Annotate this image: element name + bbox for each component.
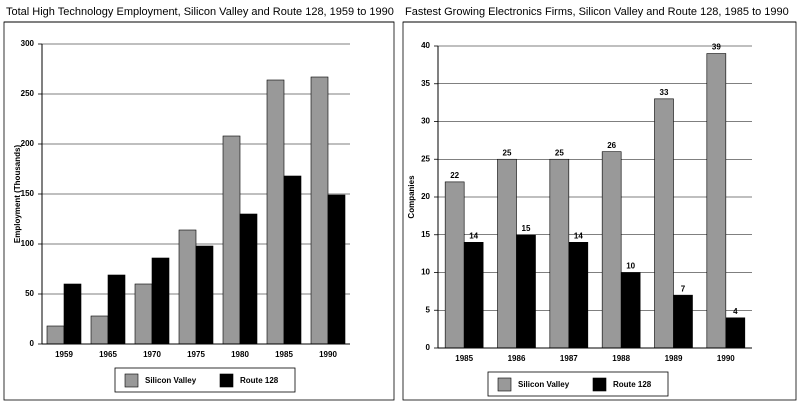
bar [327, 194, 346, 345]
value-label: 22 [450, 171, 459, 180]
bar [283, 175, 302, 345]
x-tick-label: 1988 [612, 354, 630, 363]
value-label: 7 [681, 284, 686, 293]
x-tick-label: 1985 [275, 350, 293, 359]
x-tick-label: 1985 [455, 354, 473, 363]
legend-swatch [124, 373, 139, 388]
value-label: 39 [712, 43, 721, 52]
y-tick-label: 30 [421, 117, 430, 126]
chart-title: Fastest Growing Electronics Firms, Silic… [405, 6, 789, 18]
y-tick-label: 50 [25, 289, 34, 298]
y-tick-label: 10 [421, 268, 430, 277]
x-tick-label: 1980 [231, 350, 249, 359]
legend-swatch [497, 377, 512, 392]
y-tick-label: 0 [426, 343, 431, 352]
y-axis-label: Companies [407, 175, 416, 219]
value-label: 26 [607, 141, 616, 150]
x-tick-label: 1959 [55, 350, 73, 359]
legend-label: Silicon Valley [518, 380, 570, 389]
x-tick-label: 1990 [319, 350, 337, 359]
x-tick-label: 1986 [508, 354, 526, 363]
x-tick-label: 1965 [99, 350, 117, 359]
value-label: 25 [555, 148, 564, 157]
chart-title: Total High Technology Employment, Silico… [6, 6, 394, 18]
bar [601, 151, 622, 349]
legend-label: Route 128 [613, 380, 652, 389]
bar [134, 283, 153, 345]
y-tick-label: 15 [421, 230, 430, 239]
y-tick-label: 200 [21, 139, 35, 148]
value-label: 10 [626, 262, 635, 271]
bar [654, 98, 674, 349]
bar [178, 229, 197, 345]
bar [222, 135, 241, 345]
value-label: 4 [733, 307, 738, 316]
bar [151, 257, 170, 345]
y-tick-label: 20 [421, 192, 430, 201]
y-tick-label: 300 [21, 39, 35, 48]
legend-swatch [592, 377, 607, 392]
y-tick-label: 5 [426, 305, 431, 314]
bar [195, 245, 214, 345]
y-tick-label: 250 [21, 89, 35, 98]
bar [549, 158, 570, 349]
x-tick-label: 1989 [665, 354, 683, 363]
bar [620, 272, 641, 349]
bar [63, 283, 82, 345]
bar [497, 158, 517, 349]
y-tick-label: 35 [421, 79, 430, 88]
y-tick-label: 100 [21, 239, 35, 248]
value-label: 25 [503, 148, 512, 157]
value-label: 15 [522, 224, 531, 233]
bar [706, 53, 727, 349]
y-tick-label: 25 [421, 154, 430, 163]
legend-frame [114, 367, 296, 393]
legend-frame [487, 371, 669, 397]
bar [310, 76, 329, 345]
y-tick-label: 150 [21, 189, 35, 198]
legend-label: Silicon Valley [145, 376, 197, 385]
bar [463, 242, 484, 349]
bar [239, 213, 258, 345]
x-tick-label: 1975 [187, 350, 205, 359]
bar [266, 79, 285, 345]
x-tick-label: 1990 [717, 354, 735, 363]
value-label: 33 [660, 88, 669, 97]
bar [568, 242, 589, 349]
bar [725, 317, 746, 349]
bar [516, 234, 536, 349]
y-tick-label: 40 [421, 41, 430, 50]
value-label: 14 [469, 231, 478, 240]
bar [46, 325, 65, 345]
y-tick-label: 0 [30, 339, 35, 348]
x-tick-label: 1970 [143, 350, 161, 359]
legend-label: Route 128 [240, 376, 279, 385]
legend-swatch [219, 373, 234, 388]
y-axis-label: Employment (Thousands) [13, 145, 22, 244]
bar [673, 294, 693, 349]
bar [107, 274, 126, 345]
bar [90, 315, 109, 345]
bar [444, 181, 465, 349]
x-tick-label: 1987 [560, 354, 578, 363]
value-label: 14 [574, 231, 583, 240]
